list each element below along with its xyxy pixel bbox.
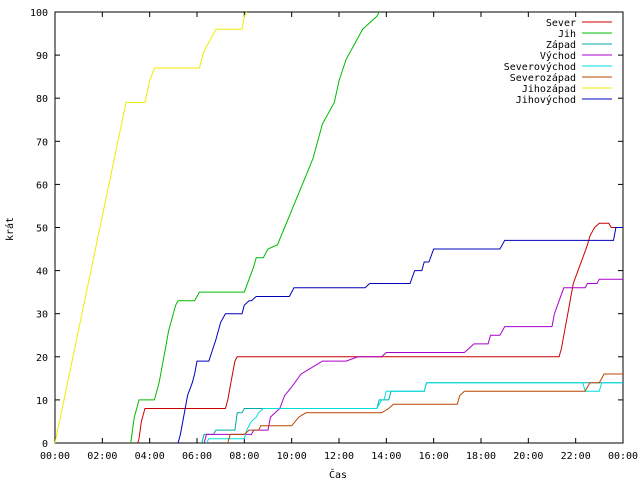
x-tick-label: 10:00: [277, 451, 307, 462]
y-tick-label: 60: [36, 180, 48, 191]
y-tick-label: 80: [36, 94, 48, 105]
series-line-1: [137, 222, 623, 444]
x-axis-label: Čas: [329, 468, 347, 480]
x-tick-label: 00:00: [608, 451, 638, 462]
legend-label: Jih: [558, 29, 576, 40]
legend-label: Jihozápad: [522, 83, 576, 95]
y-tick-label: 40: [36, 267, 48, 278]
legend-label: Severozápad: [510, 72, 576, 84]
x-tick-label: 00:00: [40, 451, 70, 462]
series-line-8: [177, 227, 623, 444]
series-lines: [54, 11, 623, 444]
legend-label: Východ: [540, 50, 576, 62]
series-line-2: [130, 11, 380, 444]
y-axis-label: krát: [4, 217, 16, 241]
x-tick-label: 08:00: [229, 451, 259, 462]
y-tick-label: 100: [30, 8, 48, 19]
x-tick-label: 06:00: [182, 451, 212, 462]
legend-label: Severovýchod: [504, 61, 576, 73]
x-tick-label: 20:00: [513, 451, 543, 462]
y-tick-label: 0: [42, 439, 48, 450]
series-line-7: [54, 11, 248, 444]
series-line-4: [203, 278, 623, 444]
x-tick-label: 16:00: [419, 451, 449, 462]
legend-label: Západ: [546, 39, 576, 51]
y-tick-label: 10: [36, 396, 48, 407]
x-tick-label: 12:00: [324, 451, 354, 462]
y-tick-label: 70: [36, 137, 48, 148]
x-tick-label: 14:00: [371, 451, 401, 462]
x-tick-label: 04:00: [135, 451, 165, 462]
series-line-6: [227, 373, 623, 444]
y-tick-label: 50: [36, 224, 48, 235]
x-tick-label: 22:00: [561, 451, 591, 462]
y-tick-label: 90: [36, 51, 48, 62]
legend-label: Jihovýchod: [516, 94, 576, 106]
x-tick-label: 02:00: [87, 451, 117, 462]
y-tick-label: 20: [36, 353, 48, 364]
x-tick-label: 18:00: [466, 451, 496, 462]
y-tick-label: 30: [36, 310, 48, 321]
legend-label: Sever: [546, 18, 576, 29]
legend: SeverJihZápadVýchodSeverovýchodSeverozáp…: [504, 18, 612, 106]
